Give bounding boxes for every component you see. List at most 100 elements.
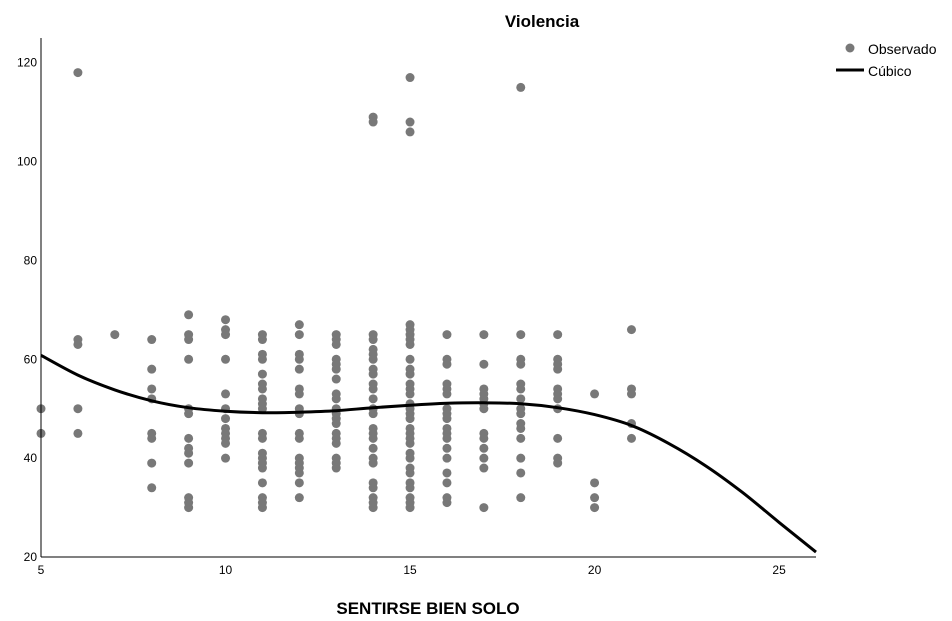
data-point — [405, 453, 415, 463]
data-point — [405, 117, 415, 127]
data-point — [516, 82, 526, 92]
y-tick-label: 80 — [24, 253, 38, 267]
data-point — [331, 339, 341, 349]
cubic-fit-line — [40, 353, 817, 554]
data-point — [184, 448, 194, 458]
legend-cubic-label: Cúbico — [868, 63, 912, 79]
data-point — [516, 493, 526, 503]
data-point — [221, 315, 231, 325]
x-tick-label: 20 — [588, 563, 602, 577]
data-point — [368, 409, 378, 419]
data-point — [442, 389, 452, 399]
data-point — [294, 320, 304, 330]
data-point — [368, 458, 378, 468]
data-point — [221, 389, 231, 399]
data-point — [294, 364, 304, 374]
data-point — [516, 423, 526, 433]
data-point — [405, 438, 415, 448]
data-point — [590, 503, 600, 513]
data-point — [405, 369, 415, 379]
data-point — [257, 384, 267, 394]
data-point — [368, 443, 378, 453]
data-point — [479, 433, 489, 443]
data-point — [147, 384, 157, 394]
chart-title: Violencia — [505, 12, 580, 31]
legend-observed-label: Observado — [868, 41, 937, 57]
y-tick-label: 40 — [24, 451, 38, 465]
data-point — [479, 443, 489, 453]
legend-observed-marker — [845, 43, 855, 53]
data-point — [590, 478, 600, 488]
data-point — [257, 433, 267, 443]
data-point — [368, 335, 378, 345]
data-point — [294, 389, 304, 399]
data-point — [626, 433, 636, 443]
data-point — [221, 330, 231, 340]
data-point — [331, 394, 341, 404]
legend: Observado Cúbico — [836, 41, 937, 79]
x-tick-label: 10 — [219, 563, 233, 577]
data-point — [405, 468, 415, 478]
data-point — [516, 384, 526, 394]
data-point — [73, 339, 83, 349]
data-point — [257, 335, 267, 345]
data-point — [442, 433, 452, 443]
x-tick-label: 15 — [403, 563, 417, 577]
data-point — [516, 453, 526, 463]
data-point — [442, 443, 452, 453]
data-point — [479, 404, 489, 414]
data-point — [368, 369, 378, 379]
data-point — [73, 428, 83, 438]
data-point — [331, 374, 341, 384]
data-point — [442, 498, 452, 508]
data-point — [442, 453, 452, 463]
data-point — [368, 384, 378, 394]
data-point — [331, 438, 341, 448]
data-point — [257, 354, 267, 364]
data-point — [147, 364, 157, 374]
observed-points — [36, 68, 636, 513]
data-point — [257, 503, 267, 513]
data-point — [257, 404, 267, 414]
data-point — [257, 463, 267, 473]
data-point — [590, 389, 600, 399]
data-point — [590, 493, 600, 503]
data-point — [184, 354, 194, 364]
data-point — [626, 389, 636, 399]
data-point — [294, 354, 304, 364]
data-point — [147, 483, 157, 493]
data-point — [516, 409, 526, 419]
data-point — [73, 68, 83, 78]
data-point — [331, 419, 341, 429]
data-point — [368, 354, 378, 364]
data-point — [405, 354, 415, 364]
data-point — [516, 433, 526, 443]
x-axis-ticks: 5 10 15 20 25 — [38, 563, 786, 577]
data-point — [294, 433, 304, 443]
data-point — [368, 433, 378, 443]
data-point — [184, 409, 194, 419]
data-point — [479, 453, 489, 463]
data-point — [405, 483, 415, 493]
data-point — [147, 433, 157, 443]
data-point — [553, 330, 563, 340]
data-point — [221, 354, 231, 364]
data-point — [442, 330, 452, 340]
data-point — [184, 335, 194, 345]
data-point — [405, 503, 415, 513]
data-point — [110, 330, 120, 340]
data-point — [294, 468, 304, 478]
data-point — [516, 468, 526, 478]
data-point — [479, 463, 489, 473]
x-tick-label: 25 — [772, 563, 786, 577]
data-point — [221, 414, 231, 424]
data-point — [73, 404, 83, 414]
data-point — [479, 330, 489, 340]
data-point — [442, 478, 452, 488]
data-point — [184, 503, 194, 513]
data-point — [626, 325, 636, 335]
data-point — [516, 330, 526, 340]
data-point — [368, 394, 378, 404]
data-point — [405, 127, 415, 137]
